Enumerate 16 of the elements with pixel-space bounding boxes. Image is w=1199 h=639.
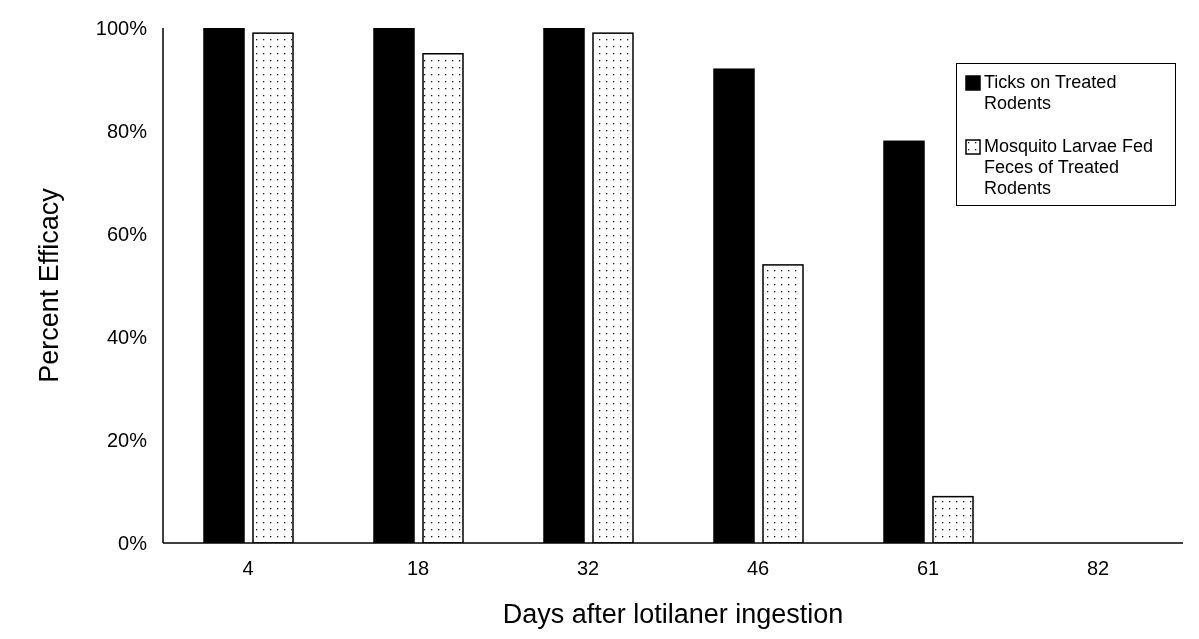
x-tick-label: 4: [242, 557, 254, 580]
y-tick-label: 20%: [106, 429, 148, 452]
x-axis-title: Days after lotilaner ingestion: [502, 599, 844, 629]
x-tick-label: 18: [406, 557, 430, 580]
y-axis-title: Percent Efficacy: [33, 187, 64, 383]
x-tick-label: 46: [746, 557, 770, 580]
y-tick-label: 60%: [106, 223, 148, 246]
x-tick-label: 32: [576, 557, 600, 580]
legend-label: Mosquito Larvae Fed Feces of Treated Rodents: [984, 136, 1155, 199]
x-tick-label: 82: [1086, 557, 1110, 580]
y-tick-label: 100%: [95, 17, 148, 40]
legend-label: Ticks on Treated Rodents: [984, 72, 1118, 114]
x-tick-label: 61: [916, 557, 940, 580]
y-tick-label: 0%: [118, 532, 148, 555]
y-tick-label: 80%: [106, 120, 148, 143]
y-tick-label: 40%: [106, 326, 148, 349]
